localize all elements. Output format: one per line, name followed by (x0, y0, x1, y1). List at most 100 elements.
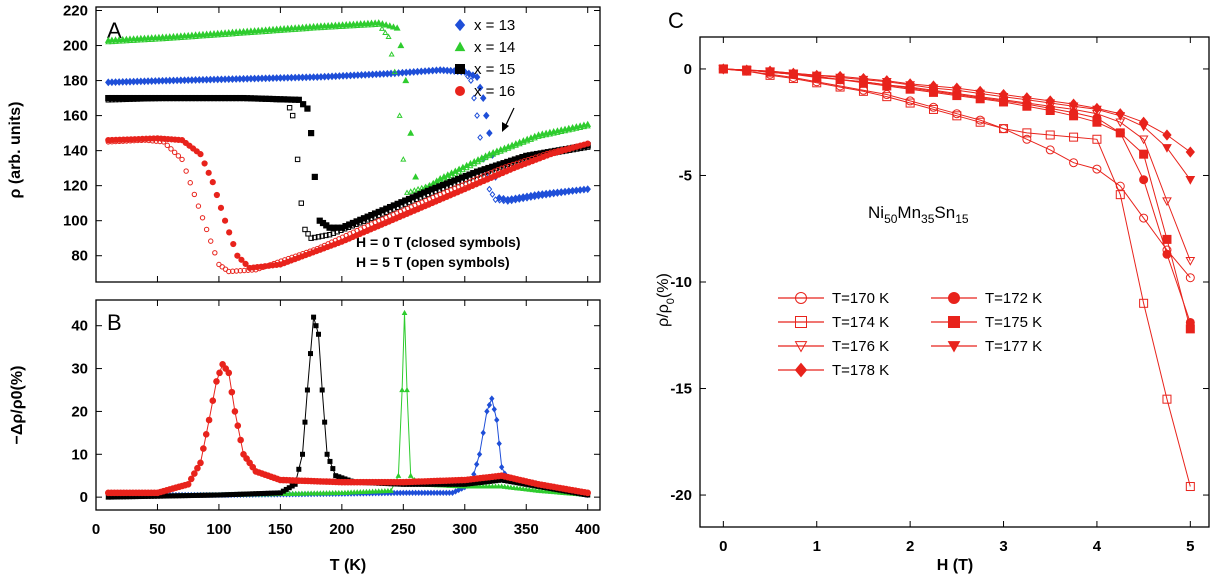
data-point-open (237, 268, 244, 274)
panel-b-xlabel: T (K) (330, 557, 366, 574)
data-point (194, 464, 201, 472)
x-tick-label: 5 (1186, 538, 1194, 555)
panel-c-series (718, 63, 1196, 492)
data-point (905, 78, 915, 90)
data-point-open (212, 250, 218, 256)
data-point (1139, 213, 1149, 223)
data-point-open (315, 234, 322, 240)
data-point (1162, 129, 1172, 141)
data-point (975, 117, 985, 127)
data-point (526, 486, 533, 492)
data-point (1045, 95, 1055, 107)
data-point (718, 63, 728, 75)
data-point-open (407, 188, 414, 194)
data-point (1162, 234, 1172, 244)
data-point (296, 466, 302, 472)
data-point (535, 487, 542, 493)
data-point-open (312, 234, 318, 241)
panel-c: C H (T) ρ/ρ0(%) Ni50Mn35Sn15 0 1 2 3 4 50-5-1… (655, 8, 1210, 574)
data-point (952, 111, 962, 121)
data-point (504, 484, 511, 490)
data-point (1045, 130, 1055, 140)
data-point (469, 71, 477, 80)
series-x14 (105, 309, 591, 500)
y-tick-label: -5 (679, 167, 692, 184)
x-tick-label: 0 (92, 521, 100, 538)
data-point (882, 92, 892, 102)
data-point (397, 41, 405, 49)
data-point-open (203, 226, 210, 233)
data-point (234, 252, 241, 259)
data-point (584, 489, 592, 497)
data-point (500, 194, 507, 203)
data-point (999, 124, 1009, 134)
data-point (324, 451, 330, 457)
data-point (240, 450, 247, 458)
data-point-open (323, 232, 329, 239)
data-point (484, 408, 490, 415)
data-point (517, 485, 523, 491)
legend-label: x = 14 (474, 39, 515, 56)
data-point (1069, 111, 1079, 121)
data-point (225, 369, 233, 377)
data-point (1092, 102, 1102, 114)
data-point (395, 472, 402, 478)
x-tick-label: 150 (268, 521, 293, 538)
legend-label: T=178 K (832, 362, 889, 379)
data-point (471, 483, 477, 489)
legend-label: T=174 K (832, 314, 889, 331)
data-point (231, 408, 239, 415)
data-point (209, 179, 216, 186)
data-point-open (229, 268, 236, 274)
legend-marker (455, 86, 465, 96)
x-tick-label: 250 (391, 521, 416, 538)
data-point (302, 419, 308, 425)
data-point (1185, 324, 1195, 334)
data-point (404, 386, 410, 393)
legend-label: T=176 K (832, 338, 889, 355)
panel-c-ticks: 0 1 2 3 4 50-5-10-15-20 (670, 37, 1209, 555)
data-point (1162, 144, 1172, 153)
data-point (295, 96, 302, 103)
y-tick-label: 10 (71, 446, 88, 463)
y-tick-label: 40 (71, 318, 88, 335)
data-point-open (388, 51, 395, 57)
formula-part: Mn (897, 203, 921, 222)
data-point (313, 323, 319, 329)
panel-a-label: A (107, 18, 122, 43)
data-point (386, 22, 394, 29)
data-point (1022, 92, 1032, 104)
data-point (217, 204, 225, 211)
data-point (486, 129, 493, 138)
y-tick-label: -15 (670, 381, 692, 398)
x-tick-label: 200 (329, 521, 354, 538)
data-point (304, 387, 310, 393)
data-point-open (208, 238, 214, 244)
panel-a-series (104, 19, 592, 275)
ylabel-rest: (%) (655, 273, 672, 298)
data-point-open (403, 189, 411, 195)
y-tick-label: 200 (63, 38, 88, 55)
y-tick-label: 0 (684, 61, 692, 78)
panel-c-composition: Ni50Mn35Sn15 (868, 203, 969, 226)
data-point (975, 85, 985, 97)
data-point-open (175, 153, 182, 159)
data-point (483, 111, 490, 120)
data-point (1162, 394, 1172, 404)
data-point-open (187, 180, 193, 186)
series-line (108, 363, 588, 494)
data-point (523, 486, 530, 492)
x-tick-label: 300 (452, 521, 477, 538)
formula-part: Sn (934, 203, 955, 222)
data-point (1139, 175, 1149, 185)
data-point (202, 430, 210, 438)
data-point (520, 485, 527, 492)
subscript: 35 (921, 212, 935, 226)
data-point (399, 386, 405, 393)
data-point (1092, 164, 1102, 174)
data-point (489, 483, 496, 489)
data-point-open (191, 191, 198, 198)
data-point (197, 151, 204, 158)
data-point (1069, 158, 1079, 168)
